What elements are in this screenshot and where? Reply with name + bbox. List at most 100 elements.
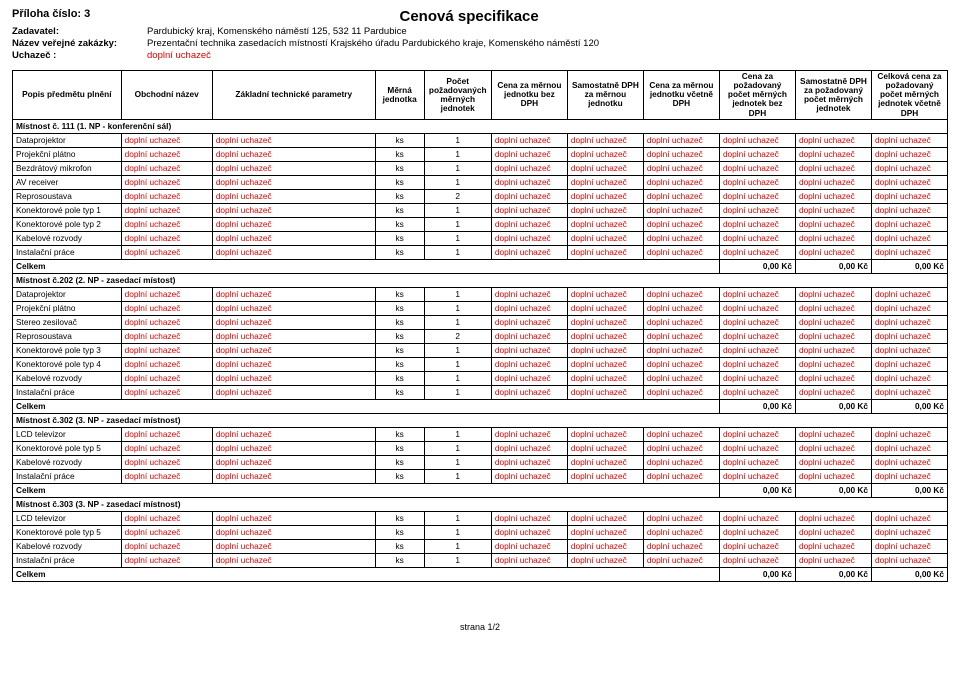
cell: doplní uchazeč [871,455,947,469]
cell: doplní uchazeč [567,217,643,231]
total-value: 0,00 Kč [719,567,795,581]
cell: 1 [424,175,491,189]
cell: doplní uchazeč [121,385,212,399]
cell: AV receiver [13,175,122,189]
cell: doplní uchazeč [121,175,212,189]
cell: doplní uchazeč [491,385,567,399]
cell: Konektorové pole typ 1 [13,203,122,217]
cell: doplní uchazeč [871,133,947,147]
cell: doplní uchazeč [643,217,719,231]
cell: doplní uchazeč [567,511,643,525]
cell: doplní uchazeč [567,147,643,161]
cell: 1 [424,469,491,483]
cell: Konektorové pole typ 5 [13,525,122,539]
cell: ks [375,539,424,553]
cell: doplní uchazeč [719,371,795,385]
cell: doplní uchazeč [567,245,643,259]
cell: ks [375,329,424,343]
total-value: 0,00 Kč [795,567,871,581]
cell: doplní uchazeč [795,189,871,203]
cell: 1 [424,217,491,231]
cell: doplní uchazeč [719,161,795,175]
cell: doplní uchazeč [121,441,212,455]
cell: 1 [424,147,491,161]
table-row: Dataprojektordoplní uchazečdoplní uchaze… [13,133,948,147]
cell: doplní uchazeč [795,245,871,259]
cell: doplní uchazeč [567,371,643,385]
cell: doplní uchazeč [795,371,871,385]
cell: doplní uchazeč [121,203,212,217]
cell: doplní uchazeč [795,203,871,217]
cell: doplní uchazeč [121,287,212,301]
cell: doplní uchazeč [212,217,375,231]
cell: doplní uchazeč [491,455,567,469]
cell: doplní uchazeč [212,525,375,539]
cell: doplní uchazeč [491,553,567,567]
total-label: Celkem [13,399,720,413]
cell: doplní uchazeč [121,315,212,329]
cell: doplní uchazeč [567,189,643,203]
cell: doplní uchazeč [795,455,871,469]
cell: doplní uchazeč [212,315,375,329]
cell: ks [375,525,424,539]
cell: doplní uchazeč [643,175,719,189]
cell: doplní uchazeč [795,231,871,245]
cell: 1 [424,371,491,385]
cell: doplní uchazeč [643,539,719,553]
cell: doplní uchazeč [491,357,567,371]
cell: 1 [424,301,491,315]
cell: doplní uchazeč [871,511,947,525]
cell: ks [375,231,424,245]
cell: 1 [424,203,491,217]
cell: doplní uchazeč [491,427,567,441]
cell: doplní uchazeč [567,301,643,315]
cell: doplní uchazeč [567,441,643,455]
table-row: Konektorové pole typ 5doplní uchazečdopl… [13,441,948,455]
cell: doplní uchazeč [212,455,375,469]
total-label: Celkem [13,259,720,273]
cell: doplní uchazeč [719,455,795,469]
total-row: Celkem0,00 Kč0,00 Kč0,00 Kč [13,399,948,413]
table-row: LCD televizordoplní uchazečdoplní uchaze… [13,427,948,441]
cell: ks [375,511,424,525]
cell: ks [375,147,424,161]
cell: doplní uchazeč [212,301,375,315]
cell: doplní uchazeč [491,217,567,231]
cell: doplní uchazeč [491,525,567,539]
cell: doplní uchazeč [491,287,567,301]
page-title: Cenová specifikace [400,8,539,25]
meta-value: Prezentační technika zasedacích místnost… [147,38,599,49]
cell: 1 [424,539,491,553]
cell: doplní uchazeč [643,287,719,301]
cell: doplní uchazeč [643,511,719,525]
cell: doplní uchazeč [567,525,643,539]
cell: 1 [424,553,491,567]
cell: doplní uchazeč [719,553,795,567]
table-row: Projekční plátnodoplní uchazečdoplní uch… [13,301,948,315]
cell: doplní uchazeč [719,343,795,357]
cell: Instalační práce [13,385,122,399]
cell: Konektorové pole typ 5 [13,441,122,455]
cell: doplní uchazeč [871,357,947,371]
table-row: Instalační prácedoplní uchazečdoplní uch… [13,469,948,483]
cell: doplní uchazeč [871,301,947,315]
total-value: 0,00 Kč [795,399,871,413]
cell: ks [375,441,424,455]
cell: 1 [424,385,491,399]
cell: doplní uchazeč [795,441,871,455]
cell: doplní uchazeč [795,385,871,399]
cell: doplní uchazeč [719,441,795,455]
cell: doplní uchazeč [719,245,795,259]
column-header: Základní technické parametry [212,71,375,120]
cell: doplní uchazeč [643,357,719,371]
cell: doplní uchazeč [871,315,947,329]
column-header: Cena za měrnou jednotku včetně DPH [643,71,719,120]
cell: ks [375,245,424,259]
cell: doplní uchazeč [643,245,719,259]
cell: doplní uchazeč [643,315,719,329]
cell: doplní uchazeč [795,287,871,301]
cell: doplní uchazeč [719,357,795,371]
cell: doplní uchazeč [795,511,871,525]
table-row: Dataprojektordoplní uchazečdoplní uchaze… [13,287,948,301]
cell: doplní uchazeč [567,315,643,329]
